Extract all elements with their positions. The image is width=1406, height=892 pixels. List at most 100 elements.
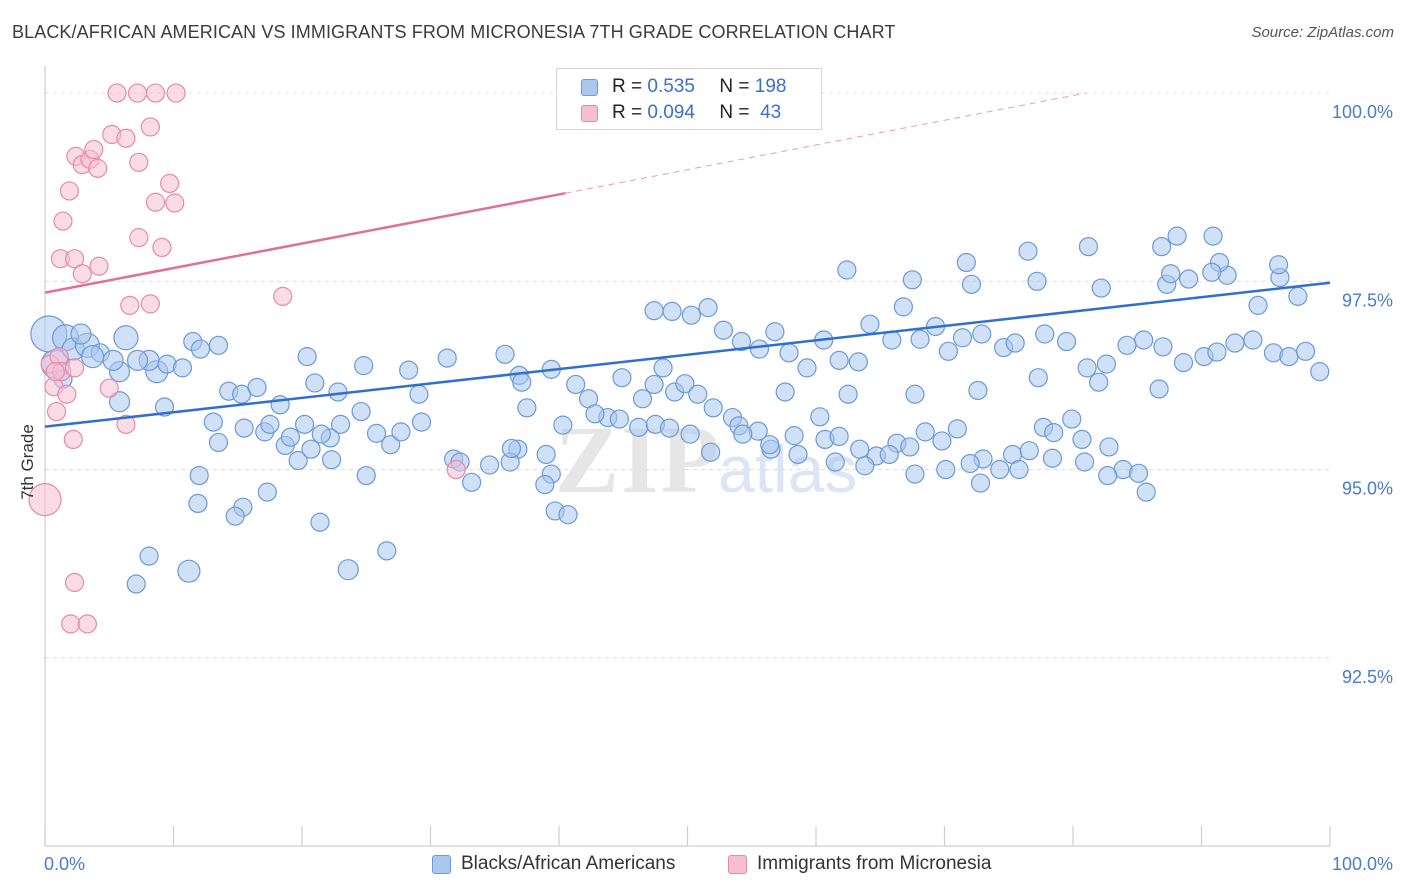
data-point-micronesia [77, 614, 98, 634]
data-point-micronesia [61, 614, 81, 634]
data-point-blacks [731, 331, 752, 352]
data-point-micronesia [129, 228, 149, 248]
data-point-blacks [102, 349, 124, 371]
legend-item-blacks[interactable]: Blacks/African Americans [432, 852, 675, 876]
data-point-blacks [788, 444, 808, 465]
data-point-blacks [337, 559, 359, 581]
data-point-micronesia [152, 237, 172, 258]
data-point-blacks [409, 384, 429, 404]
data-point-blacks [1089, 372, 1109, 392]
data-point-blacks [305, 373, 325, 393]
stats-row-blacks: R = 0.535 N = 198 [581, 75, 786, 99]
data-point-blacks [208, 432, 229, 453]
data-point-blacks [80, 344, 105, 369]
data-point-blacks [848, 352, 869, 372]
data-point-blacks [1028, 368, 1048, 388]
data-point-micronesia [64, 358, 85, 378]
n-label: N = [719, 76, 750, 97]
chart-title: BLACK/AFRICAN AMERICAN VS IMMIGRANTS FRO… [12, 22, 896, 42]
data-point-blacks [936, 459, 956, 480]
data-point-blacks [501, 438, 522, 459]
data-point-blacks [1203, 226, 1223, 246]
data-point-blacks [139, 546, 159, 566]
data-point-blacks [208, 335, 229, 355]
data-point-blacks [585, 404, 605, 424]
data-point-blacks [1268, 255, 1289, 275]
data-point-micronesia [88, 158, 108, 178]
data-point-blacks [1134, 330, 1154, 350]
data-point-blacks [659, 418, 680, 438]
data-point-micronesia [28, 483, 62, 517]
data-point-blacks [990, 459, 1010, 480]
data-point-blacks [495, 344, 515, 364]
data-point-blacks [838, 384, 858, 404]
data-point-blacks [535, 474, 555, 495]
data-point-blacks [225, 506, 245, 526]
trend-lines [44, 92, 1331, 428]
y-axis-label: 7th Grade [18, 424, 37, 500]
data-point-blacks [172, 358, 193, 378]
data-point-blacks [968, 380, 988, 401]
data-point-micronesia [116, 128, 136, 148]
data-point-blacks [905, 384, 925, 404]
data-point-blacks [411, 412, 432, 432]
legend-label-blacks: Blacks/African Americans [461, 853, 676, 874]
data-point-blacks [1074, 452, 1095, 472]
data-point-micronesia [273, 286, 293, 306]
data-point-blacks [970, 473, 991, 493]
data-point-blacks [70, 323, 92, 345]
x-tick-label: 100.0% [1332, 854, 1393, 874]
data-point-blacks [1173, 353, 1194, 373]
data-point-blacks [960, 453, 980, 474]
data-point-blacks [260, 414, 280, 434]
data-point-blacks [1167, 226, 1187, 246]
stats-swatch-micronesia [581, 104, 598, 122]
data-point-micronesia [84, 139, 104, 160]
series-micronesia [28, 83, 466, 634]
data-point-blacks [932, 431, 952, 451]
data-point-blacks [893, 297, 913, 317]
data-point-blacks [366, 423, 387, 443]
y-tick-label: 97.5% [1342, 290, 1393, 310]
data-point-blacks [301, 439, 321, 459]
data-point-micronesia [57, 384, 77, 404]
data-point-blacks [1018, 241, 1038, 261]
data-point-blacks [1056, 331, 1077, 352]
trend-line-blacks [44, 281, 1331, 428]
n-label: N = [719, 102, 750, 123]
data-point-blacks [391, 422, 411, 442]
data-point-blacks [662, 301, 682, 322]
data-point-blacks [1044, 423, 1064, 443]
data-point-blacks [1248, 295, 1268, 315]
data-point-micronesia [53, 211, 73, 231]
data-point-blacks [351, 401, 371, 422]
data-point-blacks [1310, 362, 1330, 382]
data-point-blacks [558, 505, 578, 525]
data-point-blacks [952, 328, 973, 348]
data-point-blacks [733, 424, 753, 444]
data-point-blacks [860, 314, 880, 334]
data-point-blacks [765, 322, 785, 342]
data-point-blacks [900, 437, 920, 457]
data-point-blacks [1161, 264, 1181, 284]
data-point-blacks [760, 435, 780, 455]
data-point-blacks [1072, 429, 1092, 450]
trend-line-micronesia-extension [565, 92, 1086, 194]
data-point-micronesia [140, 294, 160, 314]
data-point-micronesia [120, 295, 140, 315]
data-point-blacks [810, 407, 830, 427]
data-point-blacks [829, 426, 849, 446]
x-tick-label: 0.0% [44, 854, 85, 874]
data-point-micronesia [140, 117, 160, 137]
data-point-blacks [126, 349, 149, 371]
data-point-blacks [910, 329, 930, 349]
data-point-blacks [188, 493, 208, 514]
data-point-blacks [247, 377, 267, 398]
data-point-blacks [961, 274, 982, 294]
data-point-blacks [1077, 358, 1097, 378]
data-point-blacks [688, 384, 708, 404]
data-point-blacks [354, 356, 374, 376]
legend-item-micronesia[interactable]: Immigrants from Micronesia [728, 852, 991, 876]
data-point-blacks [837, 260, 857, 280]
